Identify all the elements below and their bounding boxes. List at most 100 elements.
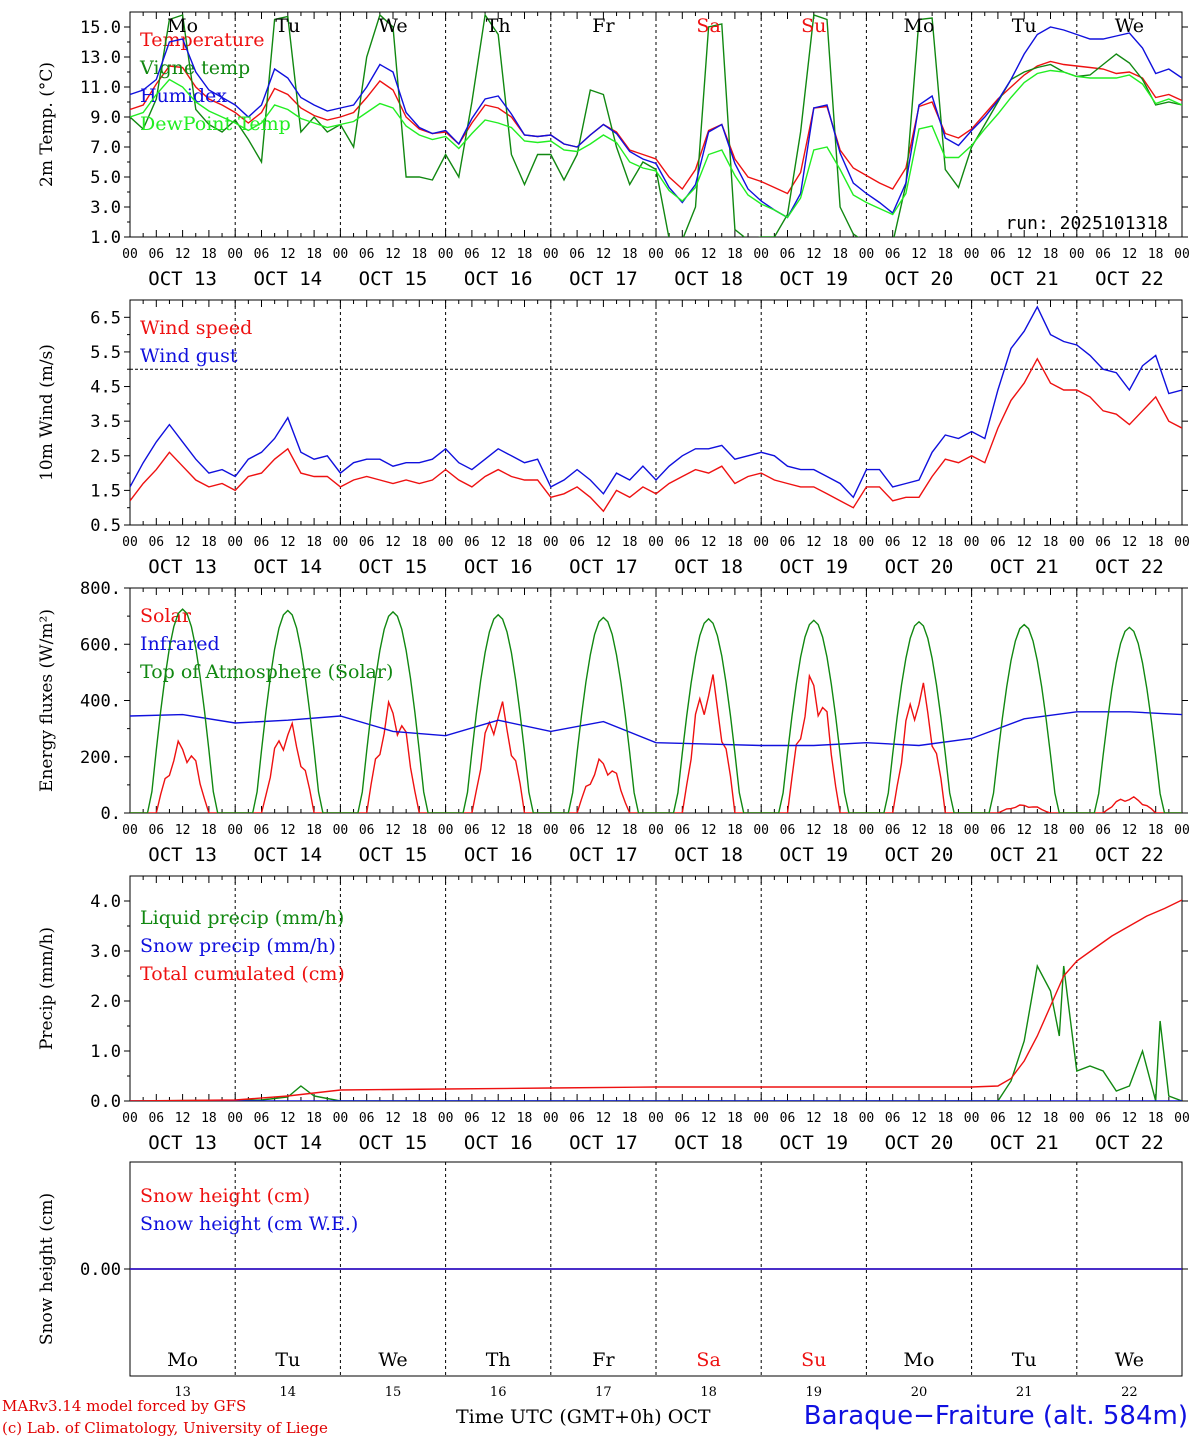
- hour-tick-label: 00: [227, 247, 243, 262]
- date-label: OCT 18: [674, 268, 743, 290]
- hour-tick-label: 00: [438, 247, 454, 262]
- hour-tick-label: 12: [701, 823, 717, 838]
- date-label: OCT 22: [1095, 268, 1164, 290]
- series-line-solar: [130, 673, 1182, 813]
- hour-tick-label: 12: [175, 535, 191, 550]
- date-label: OCT 16: [464, 1132, 533, 1154]
- hour-tick-label: 18: [937, 823, 953, 838]
- hour-tick-label: 18: [727, 823, 743, 838]
- hour-tick-label: 00: [227, 535, 243, 550]
- hour-tick-label: 06: [569, 247, 585, 262]
- date-label: OCT 20: [885, 556, 954, 578]
- legend-entry: Humidex: [140, 85, 227, 107]
- day-number: 22: [1121, 1385, 1138, 1400]
- hour-tick-label: 00: [543, 823, 559, 838]
- hour-tick-label: 06: [359, 247, 375, 262]
- date-label: OCT 19: [779, 556, 848, 578]
- hour-tick-label: 12: [806, 535, 822, 550]
- panel-frame-energy: [129, 587, 1183, 814]
- hour-tick-label: 06: [885, 823, 901, 838]
- hour-tick-label: 00: [122, 823, 138, 838]
- hour-tick-label: 06: [254, 535, 270, 550]
- hour-tick-label: 00: [122, 535, 138, 550]
- hour-tick-label: 18: [201, 535, 217, 550]
- hour-tick-label: 06: [990, 535, 1006, 550]
- hour-tick-label: 06: [148, 247, 164, 262]
- hour-tick-label: 06: [148, 823, 164, 838]
- date-label: OCT 14: [253, 844, 322, 866]
- hour-tick-label: 18: [201, 823, 217, 838]
- day-number: 17: [595, 1385, 612, 1400]
- date-label: OCT 14: [253, 268, 322, 290]
- hour-tick-label: 06: [674, 247, 690, 262]
- date-label: OCT 21: [990, 556, 1059, 578]
- hour-tick-label: 00: [333, 535, 349, 550]
- hour-tick-label: 18: [411, 1111, 427, 1126]
- series-line-total-cumulated-cm-: [130, 899, 1182, 1101]
- hour-tick-label: 12: [175, 823, 191, 838]
- legend-entry: Snow height (cm): [140, 1185, 310, 1207]
- y-tick-label: 1.0: [90, 228, 121, 248]
- day-name-top: Sa: [696, 15, 720, 37]
- hour-tick-label: 06: [148, 1111, 164, 1126]
- hour-tick-label: 18: [411, 823, 427, 838]
- hour-tick-label: 06: [464, 1111, 480, 1126]
- date-label: OCT 16: [464, 268, 533, 290]
- y-tick-label: 13.0: [80, 48, 121, 68]
- hour-tick-label: 18: [622, 535, 638, 550]
- hour-tick-label: 00: [333, 1111, 349, 1126]
- y-tick-label: 0.: [101, 804, 121, 824]
- hour-tick-label: 00: [753, 247, 769, 262]
- day-number: 14: [280, 1385, 297, 1400]
- hour-tick-label: 06: [780, 823, 796, 838]
- day-name-top: Tu: [1012, 15, 1037, 37]
- hour-tick-label: 18: [727, 247, 743, 262]
- day-name-bottom: Th: [486, 1349, 511, 1371]
- y-tick-label: 2.0: [90, 992, 121, 1012]
- hour-tick-label: 18: [1043, 823, 1059, 838]
- hour-tick-label: 00: [753, 823, 769, 838]
- hour-tick-label: 06: [1095, 247, 1111, 262]
- hour-tick-label: 18: [832, 535, 848, 550]
- y-tick-label: 4.0: [90, 892, 121, 912]
- hour-tick-label: 00: [648, 1111, 664, 1126]
- hour-tick-label: 12: [911, 535, 927, 550]
- hour-tick-label: 06: [569, 535, 585, 550]
- hour-tick-label: 18: [622, 1111, 638, 1126]
- hour-tick-label: 00: [964, 535, 980, 550]
- hour-tick-label: 06: [674, 535, 690, 550]
- hour-tick-label: 06: [885, 247, 901, 262]
- y-tick-label: 0.00: [80, 1260, 121, 1280]
- hour-tick-label: 12: [490, 535, 506, 550]
- y-axis-label: Precip (mm/h): [37, 927, 57, 1050]
- hour-tick-label: 12: [1016, 1111, 1032, 1126]
- hour-tick-label: 18: [937, 535, 953, 550]
- hour-tick-label: 00: [648, 247, 664, 262]
- date-label: OCT 22: [1095, 1132, 1164, 1154]
- y-tick-label: 7.0: [90, 138, 121, 158]
- hour-tick-label: 00: [1069, 535, 1085, 550]
- hour-tick-label: 12: [280, 535, 296, 550]
- hour-tick-label: 06: [569, 823, 585, 838]
- series-line-wind-speed: [130, 357, 1182, 513]
- x-axis-title: Time UTC (GMT+0h) OCT: [456, 1406, 711, 1428]
- hour-tick-label: 18: [832, 247, 848, 262]
- day-name-top: We: [1115, 15, 1144, 37]
- date-label: OCT 19: [779, 1132, 848, 1154]
- hour-tick-label: 18: [1148, 247, 1164, 262]
- hour-tick-label: 06: [780, 247, 796, 262]
- hour-tick-label: 00: [1174, 247, 1190, 262]
- series-line-temperature: [130, 60, 1182, 195]
- hour-tick-label: 12: [596, 823, 612, 838]
- hour-tick-label: 12: [280, 1111, 296, 1126]
- legend-entry: Snow height (cm W.E.): [140, 1213, 358, 1235]
- hour-tick-label: 12: [701, 535, 717, 550]
- hour-tick-label: 06: [674, 823, 690, 838]
- hour-tick-label: 00: [227, 1111, 243, 1126]
- hour-tick-label: 18: [1148, 535, 1164, 550]
- hour-tick-label: 06: [464, 823, 480, 838]
- date-label: OCT 17: [569, 268, 638, 290]
- y-tick-label: 11.0: [80, 78, 121, 98]
- date-label: OCT 15: [359, 844, 428, 866]
- date-label: OCT 20: [885, 268, 954, 290]
